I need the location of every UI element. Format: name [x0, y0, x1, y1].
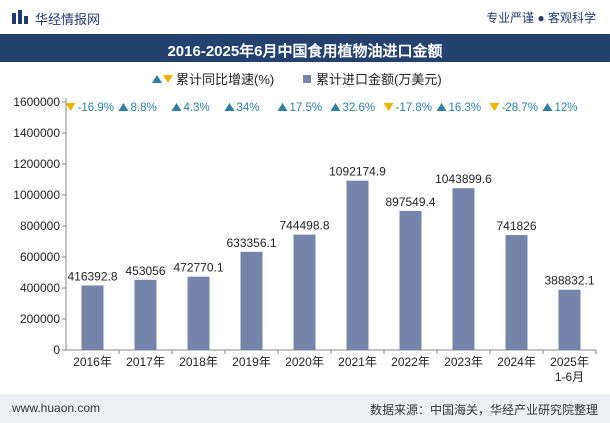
bar: [558, 289, 581, 350]
bar-value-label: 416392.8: [67, 269, 117, 283]
legend-growth-label: 累计同比增速(%): [176, 72, 274, 87]
bar: [505, 235, 528, 350]
tagline: 专业严谨 ● 客观科学: [486, 11, 596, 25]
chart-title: 2016-2025年6月中国食用植物油进口金额: [167, 43, 443, 60]
x-tick-label: 2022年: [391, 355, 430, 369]
growth-up-marker: [542, 103, 553, 111]
x-tick-label: 2023年: [444, 355, 483, 369]
bar: [346, 180, 369, 350]
growth-up-marker: [171, 103, 182, 111]
bar-value-label: 1092174.9: [329, 165, 386, 179]
y-tick-label: 600000: [20, 250, 60, 264]
growth-value-label: 17.5%: [290, 102, 323, 114]
bar-value-label: 741826: [496, 219, 536, 233]
growth-value-label: 12%: [555, 102, 578, 114]
bar: [240, 251, 263, 350]
bar-value-label: 472770.1: [173, 261, 223, 275]
bar: [293, 234, 316, 350]
footer: www.huaon.com 数据来源：中国海关，华经产业研究院整理: [0, 394, 610, 423]
growth-value-label: -17.8%: [396, 102, 432, 114]
x-tick-label: 1-6月: [555, 370, 584, 384]
bar: [134, 279, 157, 350]
bar-value-label: 633356.1: [226, 236, 276, 250]
legend-down-marker: [163, 75, 173, 83]
growth-value-label: -16.9%: [78, 102, 114, 114]
legend-up-marker: [152, 75, 162, 83]
bar-value-label: 453056: [125, 264, 165, 278]
growth-up-marker: [436, 103, 447, 111]
bar: [399, 210, 422, 350]
logo-icon: [12, 10, 28, 24]
growth-up-marker: [118, 103, 129, 111]
y-tick-label: 1400000: [13, 126, 60, 140]
growth-value-label: 8.8%: [131, 102, 157, 114]
growth-value-label: 32.6%: [343, 102, 376, 114]
brand-name: 华经情报网: [35, 12, 101, 27]
y-tick-label: 1200000: [13, 157, 60, 171]
growth-value-label: 34%: [237, 102, 260, 114]
growth-down-marker: [65, 103, 76, 111]
x-tick-label: 2021年: [338, 355, 377, 369]
bar: [187, 276, 210, 350]
x-tick-label: 2018年: [179, 355, 218, 369]
y-tick-label: 1000000: [13, 188, 60, 202]
footer-website: www.huaon.com: [12, 401, 101, 415]
y-tick-label: 1600000: [13, 95, 60, 109]
growth-up-marker: [330, 103, 341, 111]
y-tick-label: 400000: [20, 281, 60, 295]
bar-value-label: 1043899.6: [435, 172, 492, 186]
x-tick-label: 2016年: [73, 355, 112, 369]
bar: [452, 188, 475, 350]
y-tick-label: 0: [53, 343, 60, 357]
chart: 累计同比增速(%) 累计进口金额(万美元) 0 200000 400000 600000 8…: [13, 72, 597, 384]
bar-value-label: 897549.4: [385, 195, 435, 209]
title-bar: 2016-2025年6月中国食用植物油进口金额: [0, 34, 610, 62]
growth-up-marker: [224, 103, 235, 111]
growth-value-label: 4.3%: [184, 102, 210, 114]
growth-value-label: -28.7%: [502, 102, 538, 114]
legend-bar-marker: [303, 75, 311, 83]
growth-up-marker: [277, 103, 288, 111]
growth-down-marker: [383, 103, 394, 111]
x-tick-label: 2020年: [285, 355, 324, 369]
growth-down-marker: [489, 103, 500, 111]
bar-value-label: 388832.1: [544, 274, 594, 288]
footer-source: 数据来源：中国海关，华经产业研究院整理: [369, 403, 598, 417]
y-tick-label: 200000: [20, 312, 60, 326]
bar-value-label: 744498.8: [279, 219, 329, 233]
x-tick-label: 2025年: [550, 355, 589, 369]
x-tick-label: 2017年: [126, 355, 165, 369]
growth-value-label: 16.3%: [449, 102, 482, 114]
bar: [81, 285, 104, 350]
x-tick-label: 2019年: [232, 355, 271, 369]
x-tick-label: 2024年: [497, 355, 536, 369]
legend-bar-label: 累计进口金额(万美元): [316, 72, 442, 87]
y-tick-label: 800000: [20, 219, 60, 233]
top-bar: 华经情报网 专业严谨 ● 客观科学: [0, 0, 610, 34]
